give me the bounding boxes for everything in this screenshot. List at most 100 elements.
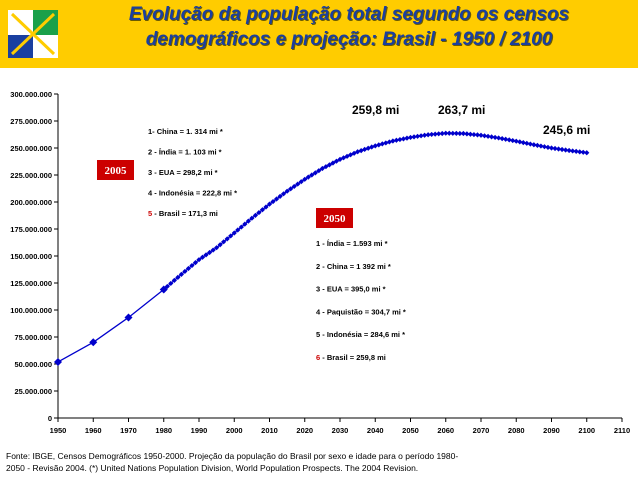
rank-2005-item: 4 - Indonésia = 222,8 mi * [148, 189, 237, 198]
x-tick-label: 2100 [578, 426, 595, 435]
projection-point [464, 131, 470, 137]
year-badge [316, 208, 353, 228]
projection-point [584, 150, 590, 156]
projection-point [319, 165, 325, 172]
projection-point [206, 249, 213, 256]
rank-2050-item-text: 1 - Índia = 1.593 mi * [316, 239, 388, 248]
projection-point [506, 137, 512, 143]
x-tick-label: 2000 [226, 426, 243, 435]
projection-point [228, 233, 234, 239]
x-tick-label: 2030 [332, 426, 349, 435]
projection-point [414, 133, 421, 139]
source-line-2: 2050 - Revisão 2004. (*) United Nations … [6, 463, 419, 473]
projection-point [432, 131, 438, 137]
projection-point [333, 158, 340, 164]
x-tick-label: 2020 [296, 426, 313, 435]
x-tick-label: 2050 [402, 426, 419, 435]
projection-point [309, 172, 315, 178]
census-line [57, 288, 165, 363]
y-tick-label: 300.000.000 [10, 90, 52, 99]
projection-point [555, 146, 562, 152]
projection-point [457, 130, 463, 137]
source-note: Fonte: IBGE, Censos Demográficos 1950-20… [6, 450, 626, 474]
rank-2050-item: 1 - Índia = 1.593 mi * [316, 239, 388, 248]
projection-point [407, 134, 414, 141]
projection-point [288, 186, 294, 192]
y-tick-label: 25.000.000 [14, 387, 52, 396]
x-tick-label: 1970 [120, 426, 137, 435]
rank-2005-item: 2 - Índia = 1. 103 mi * [148, 148, 222, 157]
projection-point [245, 218, 251, 224]
projection-point [510, 137, 516, 144]
projection-point [210, 247, 216, 253]
rank-2005-item: 1- China = 1. 314 mi * [148, 127, 223, 136]
projection-point [545, 144, 551, 150]
projection-point [422, 132, 428, 138]
projection-point [460, 130, 466, 137]
projection-point [390, 138, 396, 144]
projection-point [503, 136, 509, 142]
projection-point [284, 188, 290, 194]
projection-point [344, 153, 350, 159]
projection-point [196, 257, 202, 263]
y-tick-label: 50.000.000 [14, 360, 52, 369]
rank-2050-item-rank-number: 6 [316, 353, 320, 362]
x-tick-label: 2060 [437, 426, 454, 435]
projection-point [496, 135, 502, 141]
source-line-1: Fonte: IBGE, Censos Demográficos 1950-20… [6, 451, 459, 461]
projection-point [217, 242, 223, 248]
rank-2050-item-text: 2 - China = 1 392 mi * [316, 262, 391, 271]
projection-point [439, 130, 445, 137]
projection-point [376, 142, 382, 148]
chart-axes: 0 25.000.000 50.000.000 75.000.000 100.000.0… [10, 90, 630, 435]
projection-point [316, 168, 322, 174]
projection-point [323, 164, 329, 170]
projection-point [429, 131, 435, 138]
projection-point [178, 271, 184, 277]
projection-point [520, 140, 526, 146]
projection-point [340, 155, 347, 161]
x-tick-label: 2070 [473, 426, 490, 435]
x-tick-label: 2010 [261, 426, 278, 435]
projection-point [386, 139, 392, 145]
projection-point [471, 131, 477, 138]
projection-point [548, 145, 555, 151]
census-point [89, 338, 98, 347]
projection-point [221, 239, 227, 245]
y-tick-label: 150.000.000 [10, 252, 52, 261]
page-title: Evolução da população total segundo os c… [64, 2, 634, 52]
projection-point [474, 132, 481, 138]
projection-point [277, 193, 283, 199]
rank-2005-item-text: - Brasil = 171,3 mi [152, 209, 218, 218]
projection-point [534, 142, 540, 149]
projection-point [527, 141, 533, 147]
projection-point [351, 150, 357, 156]
header-banner: Evolução da população total segundo os c… [0, 0, 638, 68]
projection-point [330, 160, 336, 166]
rank-2005-item-text: 3 - EUA = 298,2 mi * [148, 168, 218, 177]
projection-point [252, 212, 258, 218]
projection-point [256, 209, 262, 216]
projection-point [259, 207, 266, 213]
projection-point [478, 132, 484, 138]
projection-point [295, 181, 301, 187]
projection-point [291, 183, 297, 190]
projection-point [185, 265, 192, 272]
x-tick-label: 2090 [543, 426, 560, 435]
rank-2050-item: 5 - Indonésia = 284,6 mi * [316, 330, 405, 339]
year-badge [97, 160, 134, 180]
projection-point [326, 162, 333, 168]
y-tick-label: 250.000.000 [10, 144, 52, 153]
projection-point [481, 133, 488, 139]
projection-point [305, 174, 311, 180]
projection-point [231, 230, 237, 236]
projection-point [443, 130, 449, 136]
rank-2005-item-text: 1- China = 1. 314 mi * [148, 127, 223, 136]
projection-point [379, 141, 385, 147]
projection-point [298, 179, 304, 185]
projection-point [436, 131, 442, 137]
projection-point [302, 176, 308, 182]
projection-point [199, 254, 206, 260]
projection-point [425, 132, 431, 138]
chart-annotations: 259,8 mi 263,7 mi 245,6 mi 2005 2050 1- China… [97, 103, 590, 362]
